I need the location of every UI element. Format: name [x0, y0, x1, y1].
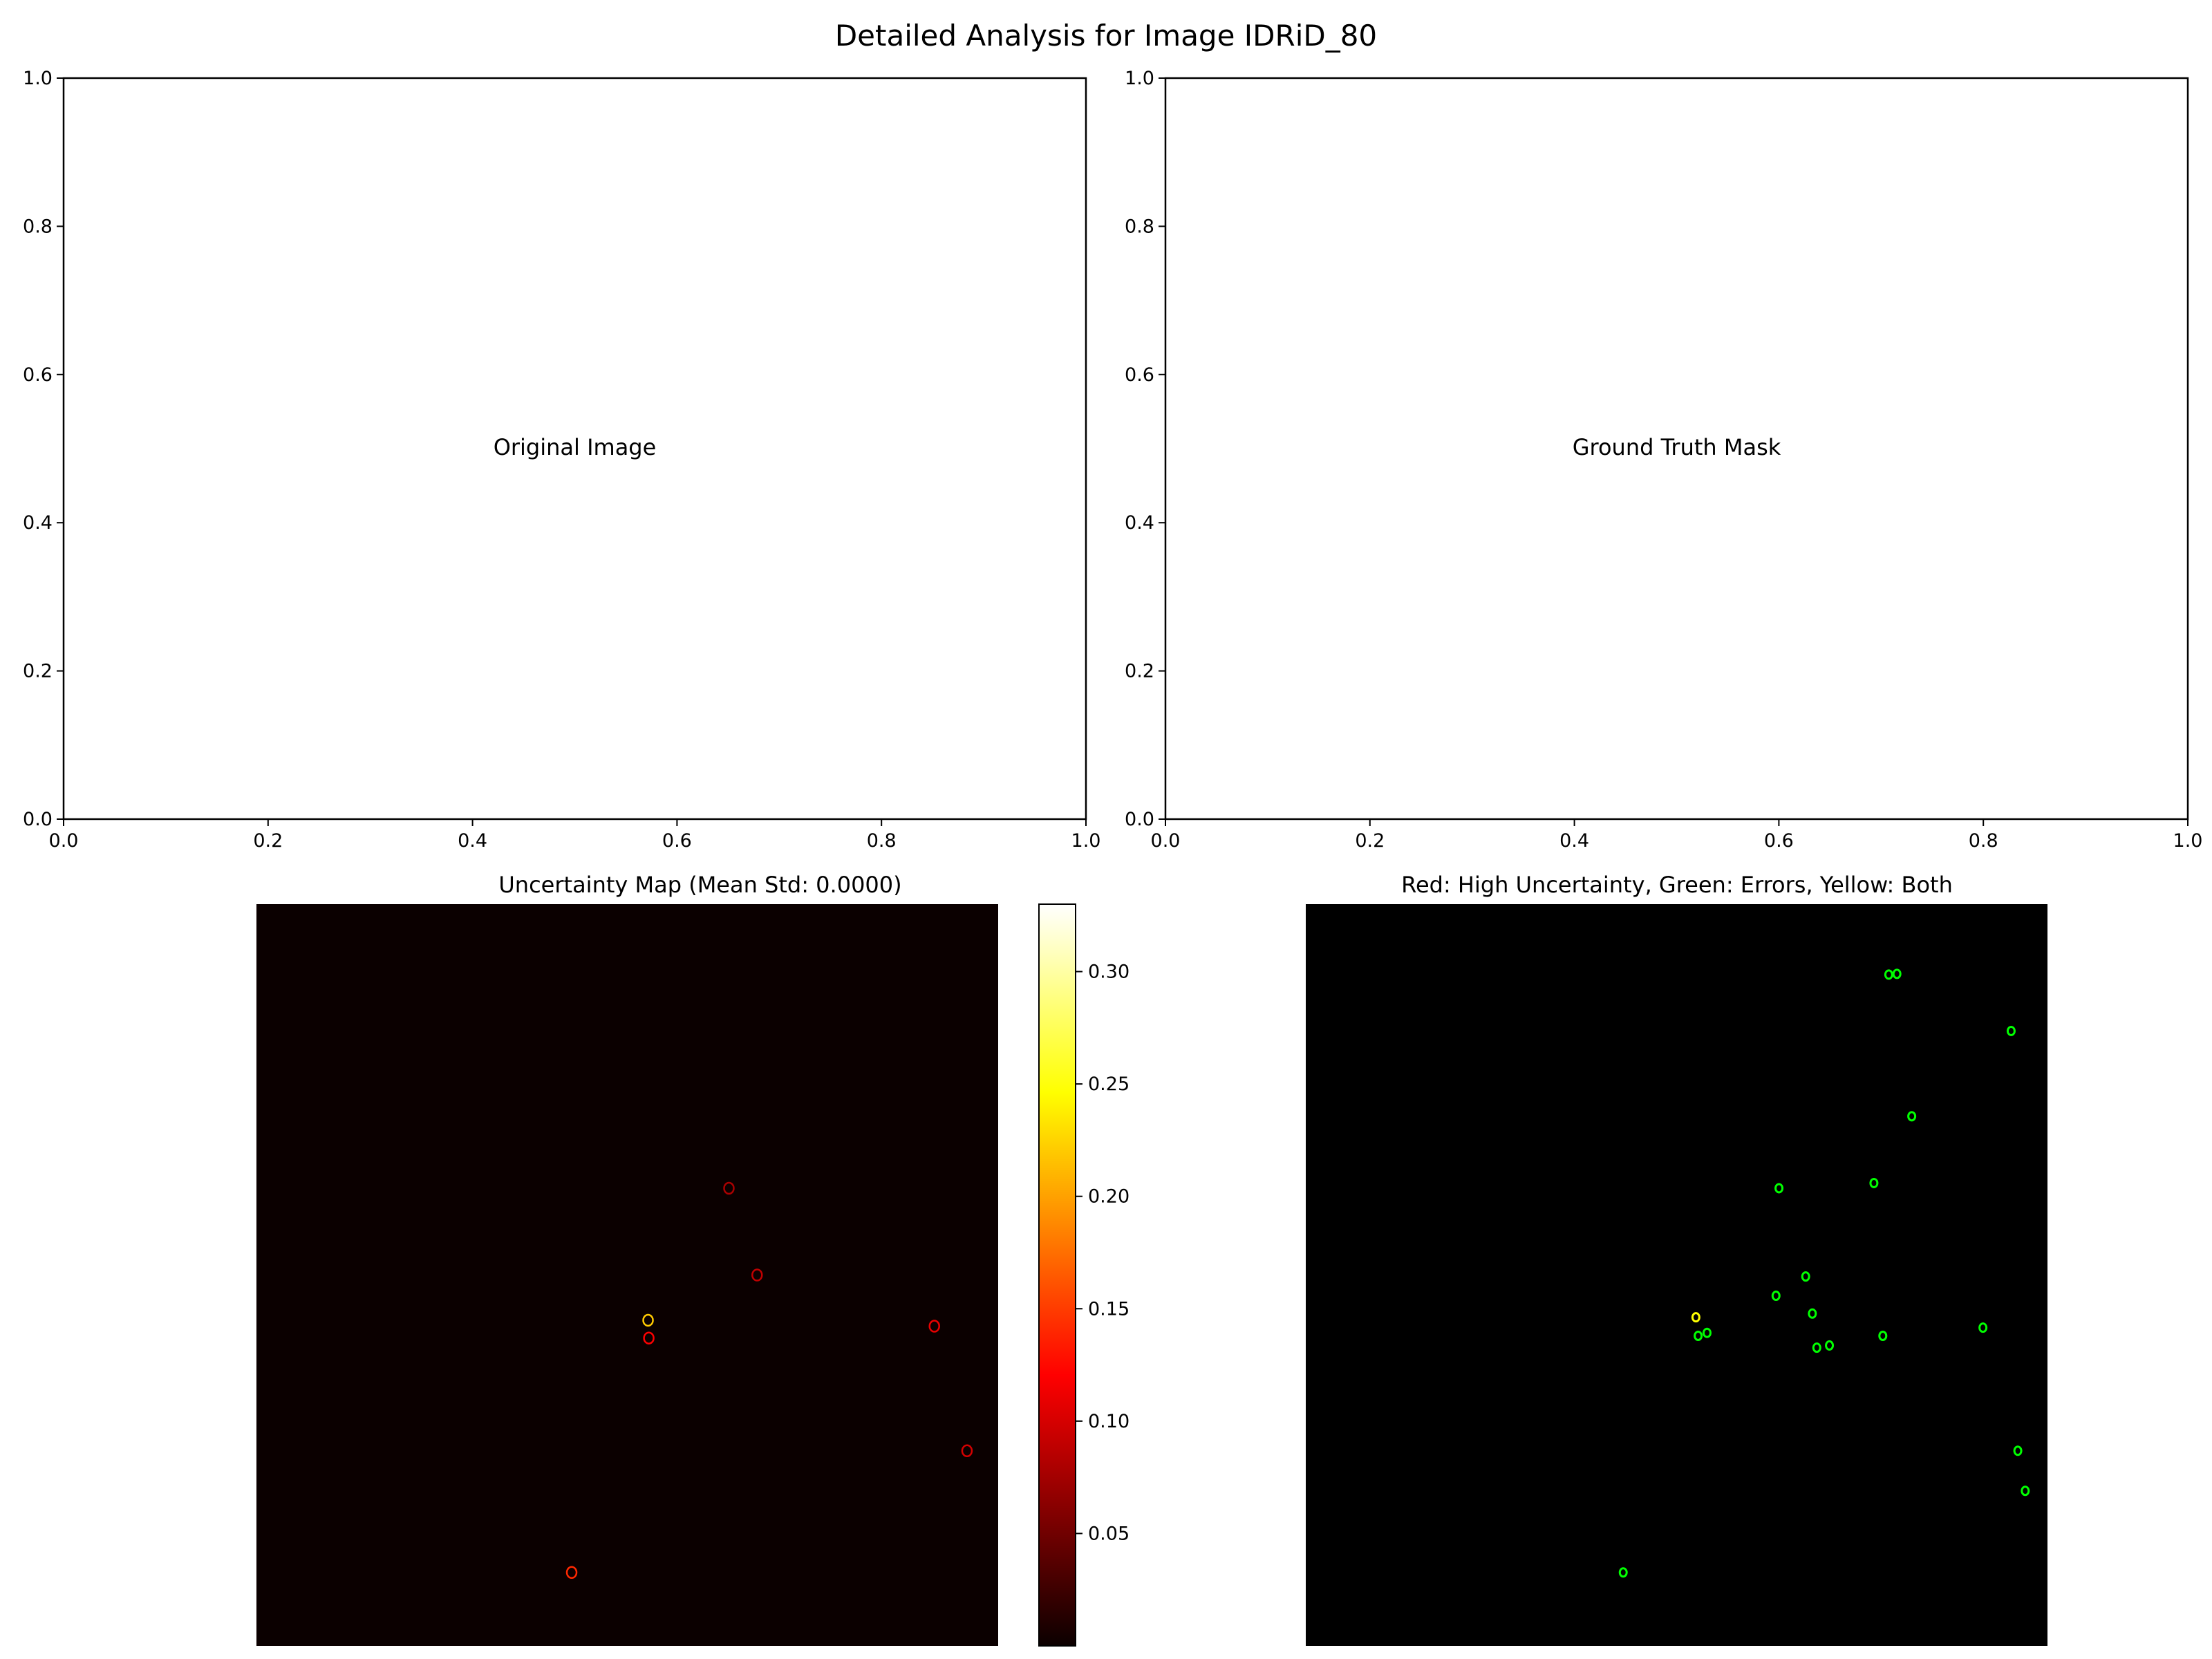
figure-title: Detailed Analysis for Image IDRiD_80 [835, 19, 1377, 53]
x-tick-label: 0.8 [867, 830, 897, 852]
y-tick-label: 0.2 [23, 661, 53, 682]
x-tick-label: 0.2 [253, 830, 283, 852]
panel-original-image: 0.0 0.2 0.4 0.6 0.8 1.0 0.0 0.2 0.4 0.6 0.8 1.0 Or… [23, 68, 1100, 852]
axes-frame [1164, 77, 2189, 821]
y-tick-label: 0.8 [23, 216, 53, 237]
colorbar-tick-label: 0.10 [1088, 1411, 1130, 1432]
x-tick-label: 0.2 [1355, 830, 1385, 852]
x-tick-label: 0.8 [1969, 830, 1998, 852]
y-tick-label: 0.4 [1125, 512, 1154, 534]
x-tick-label: 1.0 [2173, 830, 2203, 852]
colorbar-tick-label: 0.05 [1088, 1523, 1130, 1544]
overlay-blob [1869, 1177, 1879, 1188]
uncertainty-blobs [565, 1181, 973, 1580]
panel-uncertainty-error-overlay: Red: High Uncertainty, Green: Errors, Ye… [1306, 872, 2047, 1646]
uncertainty-blob [643, 1331, 655, 1344]
panel-title: Uncertainty Map (Mean Std: 0.0000) [498, 872, 901, 898]
uncertainty-blob [565, 1566, 578, 1580]
overlay-blob [1801, 1271, 1810, 1282]
overlay-blob [1694, 1330, 1703, 1341]
x-tick-label: 0.4 [458, 830, 487, 852]
colorbar [1038, 903, 1076, 1647]
y-tick-label: 0.4 [23, 512, 53, 534]
overlay-blob [1878, 1330, 1888, 1341]
uncertainty-blob [751, 1268, 763, 1282]
panel-uncertainty-map: Uncertainty Map (Mean Std: 0.0000) 0.050… [256, 872, 1130, 1647]
y-tick-label: 0.6 [1125, 364, 1154, 386]
y-tick-label: 0.2 [1125, 661, 1154, 682]
y-tick-label: 0.8 [1125, 216, 1154, 237]
overlay-blob [2021, 1485, 2030, 1497]
center-label: Ground Truth Mask [1573, 434, 1781, 460]
x-tick-label: 0.6 [1764, 830, 1794, 852]
y-tick-label: 0.0 [1125, 809, 1154, 830]
overlay-image [1306, 904, 2047, 1646]
overlay-blob [1618, 1567, 1628, 1578]
overlay-blob [1771, 1291, 1781, 1302]
overlay-blob [2006, 1025, 2016, 1036]
uncertainty-blob [961, 1444, 973, 1458]
x-tick-label: 0.6 [662, 830, 692, 852]
overlay-blob [1812, 1342, 1821, 1353]
y-tick-label: 0.0 [23, 809, 53, 830]
colorbar-ticks: 0.05 0.10 0.15 0.20 0.25 0.30 [1076, 962, 1130, 1544]
y-axis-ticks: 0.0 0.2 0.4 0.6 0.8 1.0 [23, 68, 64, 830]
x-tick-label: 0.4 [1559, 830, 1589, 852]
colorbar-tick-label: 0.30 [1088, 962, 1130, 983]
y-tick-label: 0.6 [23, 364, 53, 386]
overlay-blob [1978, 1322, 1988, 1333]
x-tick-label: 1.0 [1071, 830, 1101, 852]
colorbar-tick-label: 0.20 [1088, 1186, 1130, 1208]
panel-title: Red: High Uncertainty, Green: Errors, Ye… [1401, 872, 1953, 898]
uncertainty-blob [642, 1313, 654, 1327]
overlay-blob [1892, 968, 1902, 980]
overlay-blob [1884, 969, 1893, 980]
y-axis-ticks: 0.0 0.2 0.4 0.6 0.8 1.0 [1125, 68, 1165, 830]
uncertainty-blob [723, 1181, 735, 1195]
panel-ground-truth-mask: 0.0 0.2 0.4 0.6 0.8 1.0 0.0 0.2 0.4 0.6 0.8 1.0 Gr… [1125, 68, 2202, 852]
colorbar-tick-label: 0.25 [1088, 1074, 1130, 1095]
y-tick-label: 1.0 [23, 68, 53, 89]
x-tick-label: 0.0 [49, 830, 79, 852]
uncertainty-heatmap [256, 904, 998, 1646]
overlay-blob [1907, 1111, 1917, 1122]
overlay-blob [2013, 1445, 2023, 1456]
center-label: Original Image [494, 434, 657, 460]
overlay-blob [1691, 1312, 1700, 1323]
overlay-blob [1825, 1340, 1835, 1351]
uncertainty-blob [928, 1320, 940, 1333]
overlay-blob [1774, 1183, 1784, 1194]
y-tick-label: 1.0 [1125, 68, 1154, 89]
axes-frame [62, 77, 1087, 821]
colorbar-tick-label: 0.15 [1088, 1298, 1130, 1320]
x-tick-label: 0.0 [1151, 830, 1181, 852]
overlay-blobs [1618, 968, 2030, 1578]
overlay-blob [1702, 1327, 1712, 1338]
x-axis-ticks: 0.0 0.2 0.4 0.6 0.8 1.0 [49, 819, 1101, 852]
overlay-blob [1808, 1308, 1817, 1319]
x-axis-ticks: 0.0 0.2 0.4 0.6 0.8 1.0 [1151, 819, 2203, 852]
